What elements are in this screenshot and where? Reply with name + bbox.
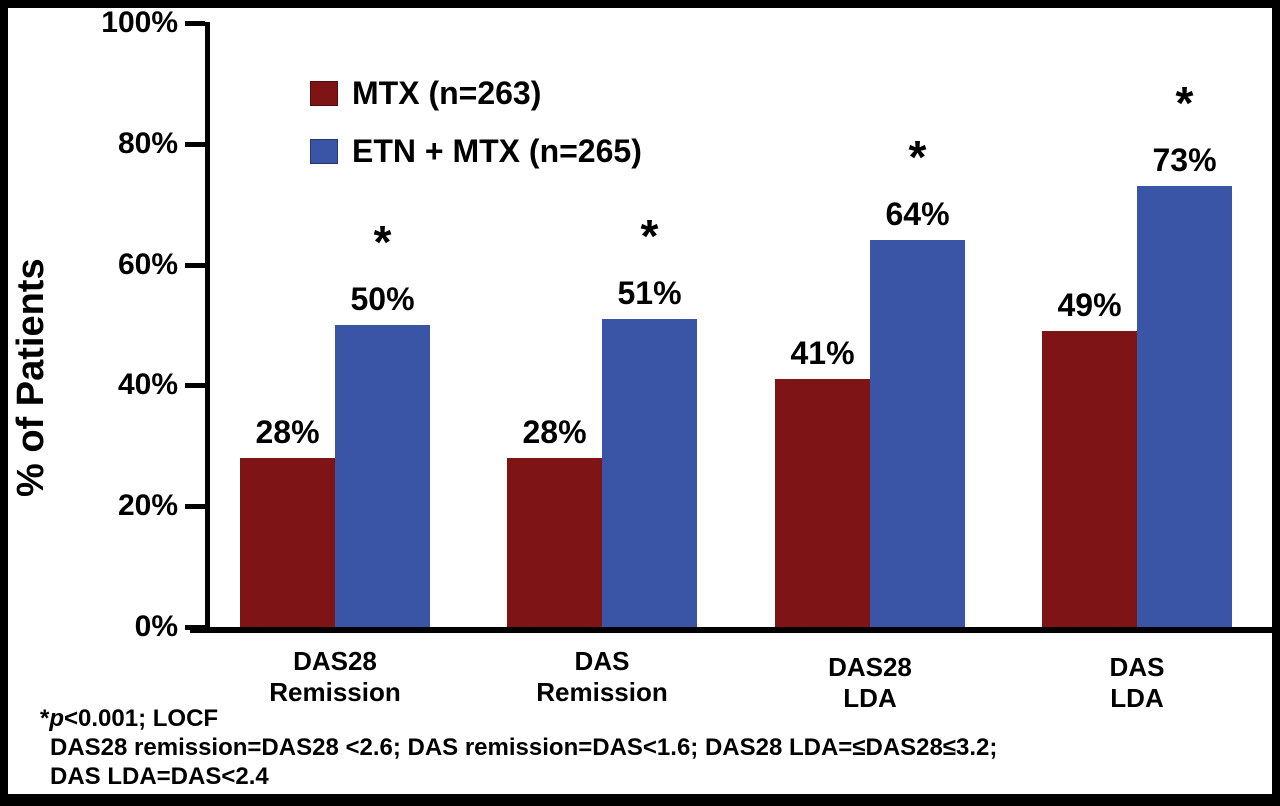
- x-category-label: DAS28 LDA: [730, 652, 1010, 714]
- significance-asterisk: *: [908, 131, 927, 184]
- x-category-line2: Remission: [536, 677, 668, 707]
- bar-value-label: 51%: [617, 274, 682, 311]
- x-category-line1: DAS: [1109, 652, 1165, 682]
- y-tick: [185, 625, 205, 630]
- footnote-line-3: DAS LDA=DAS<2.4: [50, 763, 269, 790]
- significance-asterisk: *: [640, 209, 659, 262]
- footnote-line-1: *p<0.001; LOCF: [40, 704, 997, 733]
- bar-value-label: 28%: [255, 413, 320, 450]
- y-axis-title: % of Patients: [10, 258, 52, 498]
- x-axis-line: [190, 627, 1272, 633]
- legend-label: ETN + MTX (n=265): [352, 132, 642, 169]
- legend-swatch: [310, 80, 338, 106]
- bar-value-label: 41%: [790, 335, 855, 372]
- y-tick-label: 80%: [117, 126, 178, 160]
- significance-asterisk: *: [1175, 77, 1194, 130]
- bar-value-label: 49%: [1057, 287, 1122, 324]
- x-category-line2: LDA: [843, 683, 897, 713]
- legend-item: ETN + MTX (n=265): [310, 132, 642, 170]
- bar: [1042, 331, 1137, 627]
- y-axis-line: [205, 22, 210, 630]
- x-category-label: DAS Remission: [462, 646, 742, 708]
- y-tick-label: 60%: [117, 247, 178, 281]
- footnote-pvalue-text: <0.001; LOCF: [64, 705, 219, 732]
- bar: [870, 240, 965, 627]
- bar-value-label: 50%: [350, 281, 415, 317]
- legend-swatch: [310, 138, 338, 164]
- y-tick: [185, 21, 205, 26]
- y-tick: [185, 383, 205, 389]
- x-category-line2: LDA: [1110, 683, 1164, 713]
- y-tick: [185, 504, 205, 510]
- x-category-line1: DAS28: [828, 652, 912, 682]
- legend-label: MTX (n=263): [352, 74, 542, 111]
- y-tick: [185, 141, 205, 147]
- footnote-asterisk: *: [40, 705, 50, 732]
- footnotes: *p<0.001; LOCF DAS28 remission=DAS28 <2.…: [40, 704, 997, 791]
- footnote-p-italic: p: [49, 705, 65, 732]
- y-tick-label: 40%: [117, 368, 178, 402]
- bar: [240, 457, 335, 627]
- x-category-line1: DAS: [574, 646, 630, 676]
- y-tick: [185, 262, 205, 268]
- plot-area: % of Patients 0% 20% 40% 60% 80% 100% MTX (n=…: [8, 8, 1272, 794]
- bar: [507, 457, 602, 627]
- significance-asterisk: *: [373, 216, 392, 268]
- bar: [775, 379, 870, 627]
- y-tick-label: 0%: [134, 610, 178, 643]
- x-category-label: DAS28 Remission: [195, 646, 475, 708]
- legend-item: MTX (n=263): [310, 74, 642, 112]
- bar-value-label: 73%: [1152, 142, 1217, 179]
- x-category-label: DAS LDA: [997, 652, 1272, 714]
- bar: [335, 325, 430, 627]
- bar: [1137, 186, 1232, 627]
- y-tick-label: 20%: [117, 489, 178, 523]
- bar-value-label: 28%: [522, 413, 587, 450]
- x-category-line2: Remission: [269, 677, 401, 707]
- bar-value-label: 64%: [885, 196, 950, 233]
- x-category-line1: DAS28: [293, 646, 377, 676]
- legend: MTX (n=263) ETN + MTX (n=265): [310, 74, 642, 190]
- y-tick-label: 100%: [101, 6, 178, 39]
- footnote-line-2: DAS28 remission=DAS28 <2.6; DAS remissio…: [50, 734, 998, 761]
- bar: [602, 318, 697, 627]
